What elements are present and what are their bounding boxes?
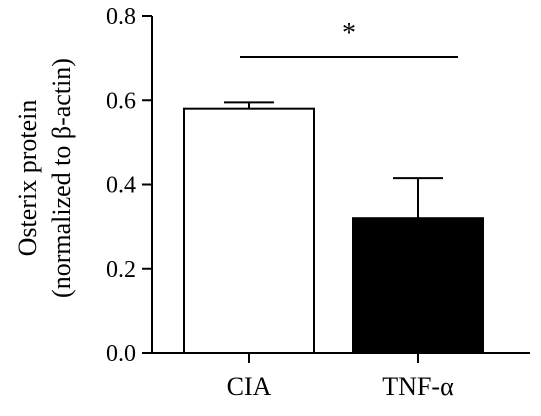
y-tick-label: 0.2 (106, 257, 136, 283)
y-axis-title-line2: (normalized to β-actin) (47, 58, 76, 298)
labels: * Osterix protein (normalized to β-actin) (13, 18, 458, 298)
axes: 0.0 0.2 0.4 0.6 0.8 CIA TNF-α (106, 4, 530, 401)
significance-marker: * (342, 18, 356, 49)
y-axis-title-line1: Osterix protein (13, 100, 42, 257)
y-tick-label: 0.0 (106, 341, 136, 367)
y-tick-label: 0.8 (106, 4, 136, 30)
bar-cia (183, 107, 315, 354)
bars (183, 101, 484, 354)
y-tick-label: 0.6 (106, 88, 136, 114)
y-tick-label: 0.4 (106, 173, 136, 199)
bar-tnf-alpha (352, 217, 484, 354)
x-tick-label: CIA (227, 372, 272, 401)
x-tick-label: TNF-α (382, 372, 454, 401)
